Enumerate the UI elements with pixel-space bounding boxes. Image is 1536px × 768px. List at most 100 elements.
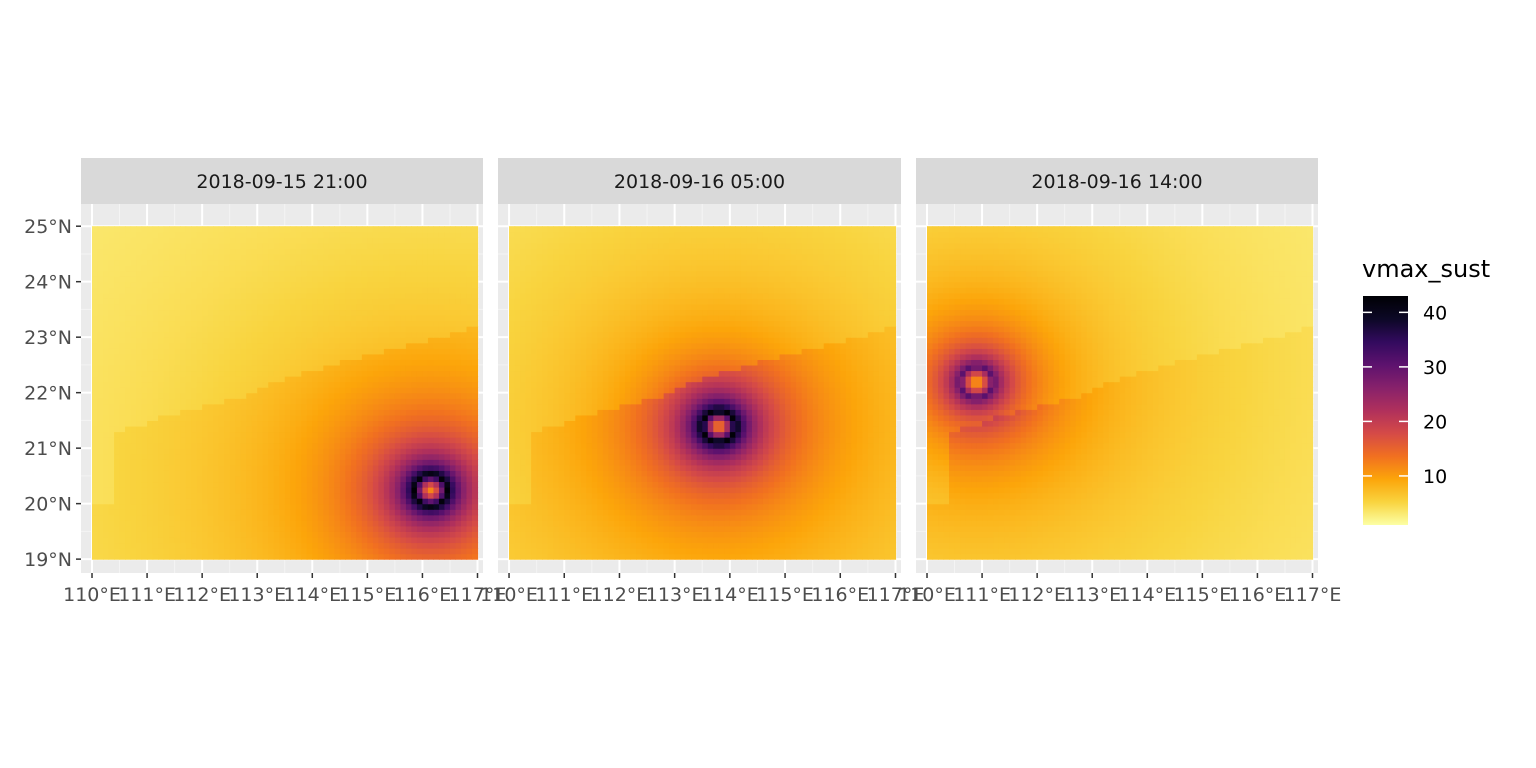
heat-cell (114, 431, 121, 438)
heat-cell (224, 442, 231, 449)
heat-cell (356, 231, 363, 238)
heat-cell (196, 431, 203, 438)
heat-cell (196, 231, 203, 238)
heat-cell (411, 326, 418, 333)
heat-cell (361, 287, 368, 294)
heat-cell (130, 520, 137, 527)
heat-cell (295, 359, 302, 366)
heat-cell (158, 287, 165, 294)
heat-cell (774, 514, 781, 521)
heat-cell (306, 303, 313, 311)
heat-cell (460, 531, 468, 538)
heat-cell (147, 359, 154, 366)
heat-cell (509, 536, 516, 544)
heat-cell (345, 542, 352, 549)
heat-cell (306, 481, 313, 488)
heat-cell (455, 398, 462, 405)
heat-cell (466, 237, 473, 244)
heat-cell (224, 298, 231, 305)
heat-cell (229, 237, 236, 244)
heat-cell (317, 398, 324, 405)
heat-cell (779, 509, 786, 516)
heat-cell (92, 337, 99, 344)
heat-cell (323, 509, 330, 516)
heat-cell (389, 486, 396, 494)
heat-cell (218, 359, 225, 366)
heat-cell (273, 348, 280, 355)
heat-cell (444, 303, 451, 311)
heat-cell (224, 431, 231, 438)
heat-cell (356, 270, 363, 277)
heat-cell (185, 442, 192, 449)
heat-cell (273, 314, 280, 322)
heat-cell (284, 459, 291, 466)
heat-cell (547, 525, 554, 532)
heat-cell (400, 303, 407, 311)
heat-cell (317, 298, 324, 305)
heat-cell (163, 265, 170, 272)
heat-cell (218, 342, 225, 349)
heat-cell (103, 425, 110, 433)
heat-cell (564, 503, 571, 510)
heat-cell (119, 514, 126, 521)
heat-cell (158, 303, 165, 311)
heat-cell (383, 392, 390, 399)
heat-cell (262, 542, 269, 549)
heat-cell (152, 492, 159, 499)
heat-cell (125, 265, 132, 272)
heat-cell (433, 337, 440, 344)
heat-cell (411, 398, 418, 405)
heat-cell (394, 409, 401, 416)
heat-cell (224, 464, 231, 471)
heat-cell (339, 253, 346, 261)
heat-cell (361, 309, 368, 316)
heat-cell (169, 525, 176, 532)
heat-cell (163, 326, 170, 333)
heat-cell (136, 242, 143, 249)
heat-cell (306, 359, 313, 366)
heat-cell (378, 298, 385, 305)
heat-cell (389, 265, 396, 272)
heat-cell (564, 542, 571, 549)
heat-cell (339, 531, 346, 538)
heat-cell (691, 520, 698, 527)
heat-cell (691, 536, 698, 544)
heat-cell (301, 392, 308, 399)
heat-cell (834, 542, 841, 549)
heat-cell (207, 464, 214, 471)
heat-cell (284, 314, 291, 322)
heat-cell (740, 509, 748, 516)
heat-cell (224, 459, 231, 466)
heat-cell (350, 414, 357, 422)
heat-cell (350, 420, 357, 427)
heat-cell (323, 392, 330, 399)
heat-cell (444, 348, 451, 355)
heat-cell (400, 398, 407, 405)
heat-cell (691, 542, 698, 549)
heat-cell (295, 509, 302, 516)
heat-cell (108, 381, 115, 388)
heat-cell (251, 331, 258, 338)
heat-cell (411, 314, 418, 322)
heat-cell (224, 553, 231, 560)
heat-cell (191, 314, 198, 322)
heat-cell (411, 337, 418, 344)
heat-cell (163, 514, 170, 521)
heat-cell (180, 409, 187, 416)
heat-cell (460, 481, 468, 488)
heat-cell (345, 226, 352, 233)
heat-cell (636, 531, 643, 538)
heat-cell (147, 231, 154, 238)
heat-cell (246, 486, 253, 494)
heat-cell (328, 542, 335, 549)
heat-cell (246, 270, 253, 277)
heat-cell (180, 548, 187, 555)
heat-cell (196, 498, 203, 505)
heat-cell (251, 231, 258, 238)
heat-cell (240, 464, 247, 471)
heat-cell (630, 509, 637, 516)
heat-cell (191, 459, 198, 466)
heat-cell (224, 492, 231, 499)
heat-cell (163, 253, 170, 261)
heat-cell (295, 387, 302, 394)
